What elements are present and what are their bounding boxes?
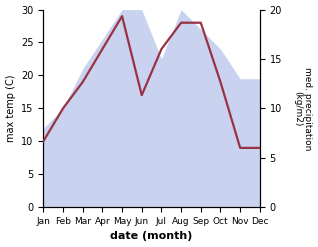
Y-axis label: med. precipitation
(kg/m2): med. precipitation (kg/m2) [293,67,313,150]
X-axis label: date (month): date (month) [110,231,193,242]
Y-axis label: max temp (C): max temp (C) [5,75,16,142]
